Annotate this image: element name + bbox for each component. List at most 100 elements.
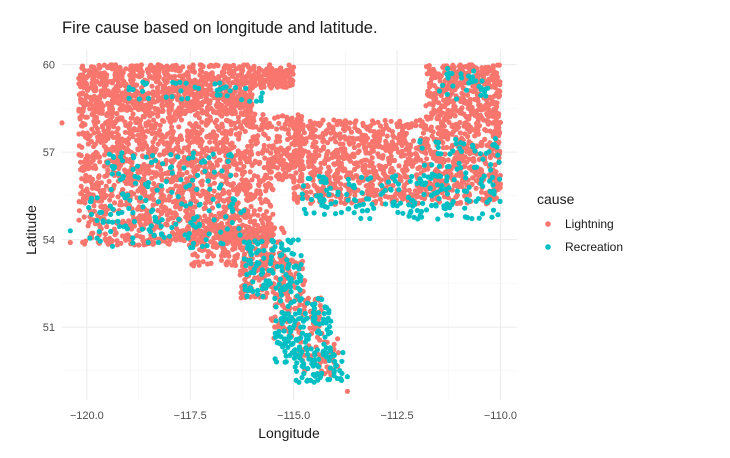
- data-point-lightning: [403, 163, 409, 170]
- data-point-recreation: [120, 175, 126, 181]
- data-point-lightning: [165, 99, 171, 105]
- data-point-lightning: [285, 153, 291, 159]
- data-point-lightning: [154, 85, 160, 91]
- data-point-lightning: [413, 172, 420, 178]
- data-point-lightning: [369, 146, 375, 152]
- data-point-lightning: [97, 95, 103, 101]
- data-point-recreation: [115, 210, 122, 216]
- data-point-lightning: [331, 341, 337, 347]
- data-point-lightning: [159, 132, 165, 138]
- data-point-lightning: [320, 117, 326, 123]
- data-point-lightning: [106, 178, 112, 184]
- data-point-lightning: [59, 120, 65, 126]
- data-point-lightning: [76, 92, 82, 98]
- data-point-lightning: [131, 73, 137, 79]
- data-point-lightning: [257, 196, 263, 202]
- data-point-lightning: [457, 119, 463, 126]
- data-point-lightning: [80, 75, 86, 81]
- data-point-recreation: [130, 235, 136, 241]
- data-point-lightning: [333, 147, 340, 153]
- data-point-lightning: [286, 79, 293, 85]
- data-point-recreation: [210, 151, 216, 157]
- data-point-recreation: [308, 346, 314, 352]
- data-point-lightning: [279, 125, 285, 131]
- data-point-lightning: [251, 118, 257, 124]
- data-point-recreation: [109, 243, 116, 249]
- data-point-lightning: [266, 219, 272, 225]
- data-point-lightning: [84, 114, 90, 120]
- data-point-lightning: [244, 226, 250, 232]
- data-point-recreation: [304, 300, 310, 306]
- data-point-lightning: [426, 63, 432, 69]
- data-point-recreation: [259, 238, 265, 244]
- data-point-recreation: [211, 169, 217, 175]
- data-point-lightning: [257, 82, 263, 88]
- data-point-lightning: [388, 118, 394, 124]
- data-point-lightning: [87, 106, 93, 112]
- data-point-lightning: [149, 66, 155, 72]
- data-point-recreation: [159, 217, 165, 223]
- data-point-recreation: [282, 359, 288, 365]
- data-point-lightning: [155, 71, 161, 77]
- data-point-lightning: [212, 139, 218, 145]
- data-point-lightning: [388, 148, 394, 154]
- data-point-recreation: [278, 264, 285, 270]
- data-point-recreation: [100, 219, 106, 225]
- data-point-recreation: [250, 288, 256, 295]
- data-point-lightning: [87, 100, 93, 106]
- data-point-lightning: [81, 214, 87, 220]
- data-point-lightning: [475, 71, 481, 77]
- data-point-lightning: [338, 134, 344, 141]
- data-point-lightning: [101, 132, 107, 138]
- data-point-lightning: [296, 117, 302, 123]
- data-point-lightning: [430, 155, 437, 161]
- data-point-lightning: [115, 100, 122, 106]
- data-point-lightning: [450, 129, 456, 135]
- data-point-lightning: [175, 231, 181, 237]
- data-point-lightning: [150, 126, 156, 132]
- data-point-lightning: [136, 242, 142, 248]
- data-point-recreation: [199, 243, 205, 249]
- data-point-recreation: [247, 257, 253, 263]
- data-point-lightning: [310, 126, 316, 132]
- data-point-lightning: [242, 277, 248, 283]
- data-point-lightning: [232, 108, 238, 114]
- data-point-lightning: [192, 100, 198, 106]
- data-point-lightning: [459, 90, 465, 96]
- data-point-lightning: [99, 197, 105, 204]
- data-point-recreation: [260, 294, 266, 300]
- data-point-lightning: [449, 107, 455, 113]
- data-point-lightning: [190, 195, 197, 201]
- data-point-recreation: [143, 197, 149, 203]
- data-point-lightning: [405, 156, 411, 162]
- data-point-lightning: [122, 129, 128, 135]
- data-point-recreation: [297, 307, 303, 313]
- data-point-recreation: [169, 170, 175, 176]
- data-point-lightning: [384, 133, 390, 139]
- data-point-lightning: [449, 122, 455, 128]
- data-point-recreation: [163, 178, 169, 185]
- data-point-lightning: [67, 239, 73, 246]
- data-point-lightning: [303, 139, 309, 145]
- data-point-lightning: [478, 107, 484, 113]
- data-point-recreation: [288, 289, 294, 295]
- data-point-lightning: [89, 69, 95, 75]
- data-point-lightning: [143, 120, 149, 127]
- data-point-recreation: [274, 340, 280, 346]
- data-point-recreation: [193, 224, 199, 230]
- data-point-recreation: [159, 232, 165, 238]
- data-point-lightning: [464, 92, 471, 98]
- chart-title: Fire cause based on longitude and latitu…: [62, 19, 378, 37]
- data-point-lightning: [128, 115, 134, 121]
- data-point-lightning: [248, 191, 254, 197]
- data-point-lightning: [155, 62, 161, 68]
- data-point-lightning: [163, 221, 169, 227]
- data-point-lightning: [205, 74, 211, 80]
- data-point-lightning: [252, 158, 258, 164]
- data-point-lightning: [307, 118, 313, 124]
- data-point-lightning: [433, 95, 439, 101]
- data-point-lightning: [312, 183, 318, 189]
- data-point-lightning: [438, 104, 444, 110]
- data-point-recreation: [178, 177, 184, 183]
- data-point-lightning: [205, 253, 211, 259]
